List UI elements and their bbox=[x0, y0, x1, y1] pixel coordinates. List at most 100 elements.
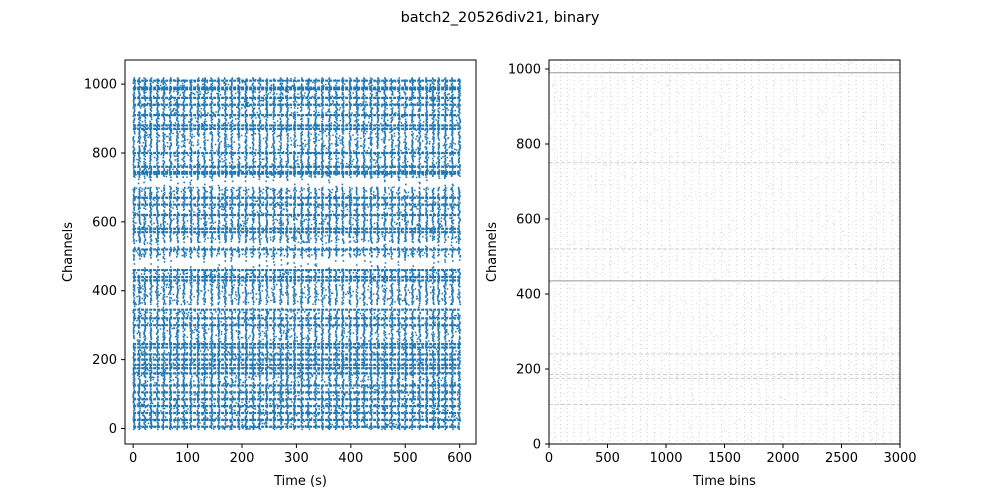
figure-title: batch2_20526div21, binary bbox=[401, 10, 600, 26]
burst-column bbox=[425, 77, 429, 428]
burst-points bbox=[285, 77, 289, 430]
binary-heatmap-chart: 0 500 1000 1500 2000 2500 3000 0 200 400 600 800 10… bbox=[485, 59, 917, 489]
y-tick-label: 0 bbox=[109, 422, 117, 437]
x-tick-label: 0 bbox=[129, 451, 137, 466]
burst-column bbox=[175, 77, 180, 431]
x-tick-label: 600 bbox=[447, 451, 472, 466]
burst-points bbox=[397, 77, 401, 431]
burst-column bbox=[431, 77, 435, 431]
burst-points bbox=[182, 79, 186, 431]
burst-points bbox=[210, 77, 214, 430]
raster-scatter-chart: 0 100 200 300 400 500 600 0 200 400 600 800 1000 Ti… bbox=[61, 59, 477, 489]
y-tick-label: 1000 bbox=[508, 63, 541, 78]
burst-column bbox=[189, 79, 193, 431]
burst-points bbox=[437, 77, 441, 430]
y-tick-label: 200 bbox=[516, 363, 541, 378]
y-tick-label: 600 bbox=[92, 215, 117, 230]
x-tick-label: 200 bbox=[230, 451, 255, 466]
burst-points bbox=[175, 77, 180, 431]
burst-points bbox=[162, 77, 166, 431]
heatmap-cells bbox=[548, 60, 901, 445]
burst-points bbox=[149, 77, 153, 430]
burst-points bbox=[168, 77, 172, 431]
burst-points bbox=[196, 77, 200, 431]
burst-points bbox=[244, 78, 248, 431]
y-tick-label: 400 bbox=[92, 284, 117, 299]
burst-column bbox=[132, 77, 136, 431]
y-axis-label-right: Channels bbox=[485, 222, 500, 282]
y-tick-label: 400 bbox=[516, 288, 541, 303]
burst-column bbox=[369, 77, 373, 431]
burst-column bbox=[443, 77, 447, 431]
burst-column bbox=[210, 77, 214, 430]
burst-points bbox=[431, 77, 435, 431]
scatter-points bbox=[132, 77, 462, 431]
burst-column bbox=[320, 77, 324, 431]
plot-frame-right bbox=[548, 59, 901, 445]
burst-points bbox=[237, 77, 241, 431]
burst-points bbox=[223, 77, 227, 431]
x-tick-label: 300 bbox=[284, 451, 309, 466]
burst-column bbox=[300, 77, 304, 431]
burst-column bbox=[155, 78, 159, 431]
x-tick-label: 3000 bbox=[883, 451, 916, 466]
x-tick-label: 400 bbox=[338, 451, 363, 466]
x-tick-label: 1000 bbox=[649, 451, 682, 466]
x-tick-label: 100 bbox=[175, 451, 200, 466]
burst-points bbox=[132, 77, 136, 431]
burst-column bbox=[244, 78, 248, 431]
burst-column bbox=[437, 77, 441, 430]
burst-column bbox=[182, 79, 186, 431]
burst-column bbox=[327, 77, 331, 431]
burst-column bbox=[383, 77, 387, 431]
y-tick-label: 0 bbox=[533, 438, 541, 453]
burst-points bbox=[341, 77, 345, 430]
burst-column bbox=[237, 77, 241, 431]
burst-points bbox=[403, 79, 408, 431]
y-tick-label: 600 bbox=[516, 213, 541, 228]
y-ticks-left: 0 200 400 600 800 1000 bbox=[84, 78, 125, 437]
y-axis-label-left: Channels bbox=[61, 222, 76, 282]
burst-column bbox=[251, 77, 255, 431]
burst-column bbox=[168, 77, 172, 431]
y-ticks-right: 0 200 400 600 800 1000 bbox=[508, 63, 549, 453]
burst-points bbox=[251, 77, 255, 431]
x-tick-label: 2500 bbox=[825, 451, 858, 466]
burst-column bbox=[397, 77, 401, 431]
burst-points bbox=[376, 77, 380, 430]
burst-points bbox=[155, 78, 159, 431]
burst-points bbox=[292, 77, 297, 431]
burst-points bbox=[327, 77, 331, 431]
burst-points bbox=[457, 78, 461, 431]
x-tick-label: 1500 bbox=[708, 451, 741, 466]
plot-frame-left bbox=[124, 59, 477, 445]
burst-column bbox=[149, 77, 153, 430]
burst-points bbox=[390, 78, 394, 431]
x-axis-label-left: Time (s) bbox=[273, 474, 327, 489]
burst-points bbox=[217, 77, 221, 431]
burst-column bbox=[355, 77, 359, 430]
burst-points bbox=[425, 77, 429, 428]
burst-column bbox=[390, 78, 394, 431]
burst-column bbox=[341, 77, 345, 430]
burst-points bbox=[279, 77, 283, 431]
burst-points bbox=[369, 77, 373, 431]
burst-column bbox=[162, 77, 166, 431]
y-tick-label: 800 bbox=[516, 138, 541, 153]
burst-column bbox=[217, 77, 221, 431]
burst-column bbox=[450, 77, 454, 431]
burst-points bbox=[383, 77, 387, 431]
burst-points bbox=[189, 79, 193, 431]
burst-column bbox=[279, 77, 283, 431]
burst-points bbox=[362, 77, 366, 428]
burst-column bbox=[457, 78, 461, 431]
y-tick-label: 1000 bbox=[84, 78, 117, 93]
burst-points bbox=[320, 77, 324, 431]
burst-points bbox=[355, 77, 359, 430]
y-tick-label: 200 bbox=[92, 353, 117, 368]
burst-points bbox=[443, 77, 447, 431]
x-tick-label: 0 bbox=[545, 451, 553, 466]
burst-column bbox=[348, 77, 352, 431]
x-tick-label: 500 bbox=[595, 451, 620, 466]
